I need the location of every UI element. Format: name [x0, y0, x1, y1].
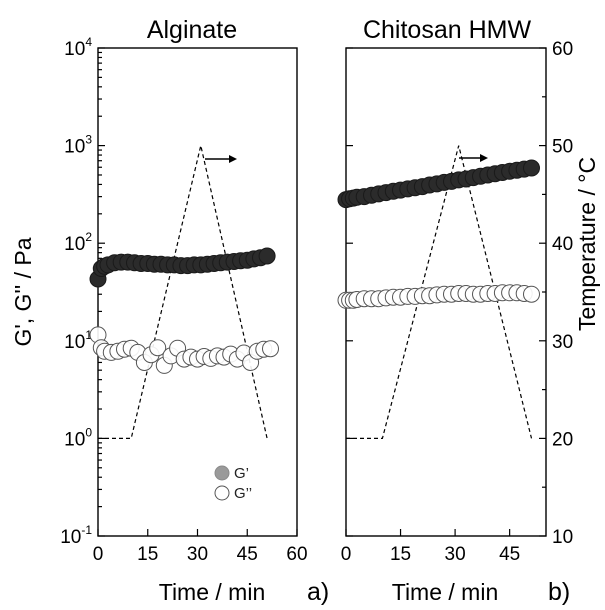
y-axis-title: G', G'' / Pa: [10, 237, 36, 346]
legend: G’ G’’: [214, 465, 252, 502]
y2-tick-label: 50: [552, 137, 573, 158]
x-tick-label: 30: [187, 544, 208, 565]
y2-tick-label: 60: [552, 39, 573, 60]
x-tick-label: 0: [341, 544, 352, 565]
panel-a-series-g1: [89, 247, 276, 288]
panel-b: Chitosan HMW 10 20 30 40 50 60 0 15 30 45 Time /…: [337, 16, 600, 606]
x-tick-label: 45: [237, 544, 258, 565]
y2-tick-label: 10: [552, 527, 573, 548]
x-tick-label: 45: [499, 544, 520, 565]
panel-a-temp-arrow: [205, 155, 237, 163]
y-tick-label: 104: [64, 35, 92, 60]
panel-b-series-g2: [337, 284, 540, 309]
panel-b-temp-arrow: [459, 154, 488, 162]
panel-b-x-title: Time / min: [392, 579, 499, 605]
x-tick-label: 15: [390, 544, 411, 565]
y2-axis-title: Temperature / °C: [574, 157, 600, 331]
y-tick-label: 103: [64, 133, 92, 158]
panel-b-right-axis: 10 20 30 40 50 60: [346, 39, 573, 548]
x-tick-label: 15: [137, 544, 158, 565]
legend-label-g2: G’’: [234, 485, 252, 502]
y2-tick-label: 30: [552, 332, 573, 353]
panel-a-x-title: Time / min: [159, 579, 266, 605]
data-point-g2: [262, 340, 279, 358]
panel-a: Alginate 10-1 100 101 102 103 104 0 15 30 45 60 G…: [10, 16, 329, 606]
panel-b-tag: b): [548, 578, 570, 606]
y-tick-label: 101: [64, 328, 92, 353]
panel-a-x-axis: 0 15 30 45 60: [93, 529, 308, 565]
x-tick-label: 0: [93, 544, 104, 565]
y-tick-label: 10-1: [60, 523, 92, 548]
panel-b-series-g1: [337, 159, 540, 209]
legend-open-marker: [214, 485, 230, 501]
y-tick-label: 100: [64, 425, 92, 450]
legend-label-g1: G’: [234, 465, 249, 482]
x-tick-label: 30: [445, 544, 466, 565]
data-point-g1: [523, 159, 540, 177]
panel-a-title: Alginate: [147, 16, 237, 44]
x-tick-label: 60: [286, 544, 307, 565]
data-point-g2: [149, 339, 167, 357]
data-point-g1: [258, 247, 276, 265]
panel-b-title: Chitosan HMW: [363, 16, 531, 44]
panel-a-frame: [97, 47, 298, 537]
panel-b-x-axis: 0 15 30 45: [341, 529, 520, 565]
legend-filled-marker: [214, 465, 230, 481]
y2-tick-label: 40: [552, 234, 573, 255]
y-tick-label: 102: [64, 230, 92, 255]
panel-a-series-g2: [89, 326, 279, 374]
data-point-g2: [523, 285, 540, 303]
panel-a-tag: a): [307, 578, 329, 606]
panel-a-temperature-trace: [98, 145, 268, 439]
y2-tick-label: 20: [552, 429, 573, 450]
